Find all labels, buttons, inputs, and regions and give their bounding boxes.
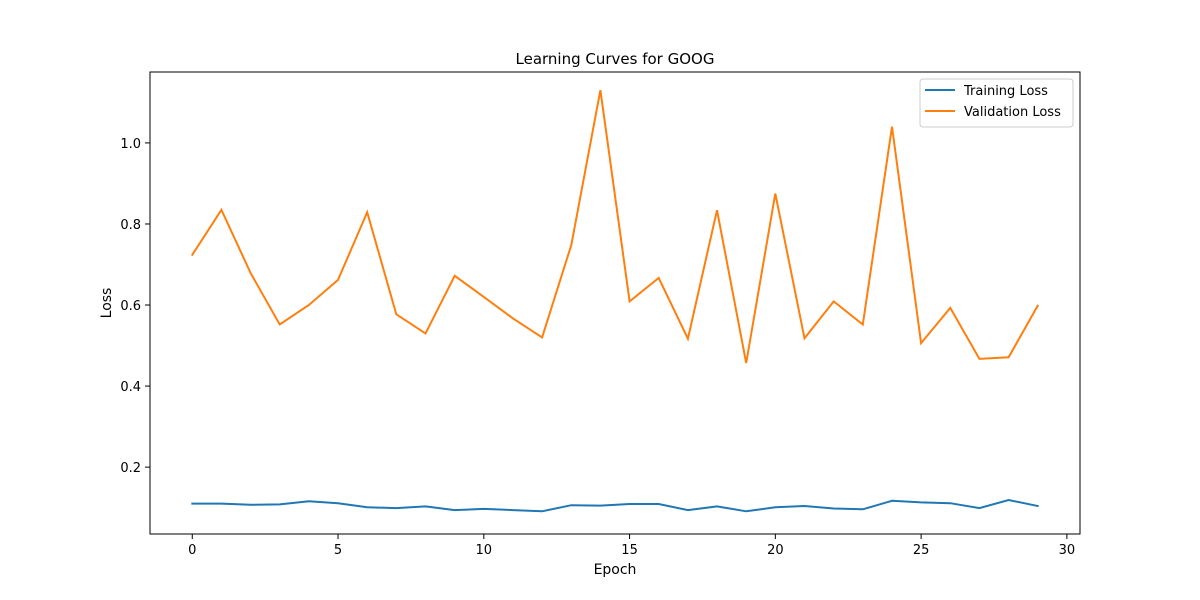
y-tick-label: 0.6 [120,299,141,314]
x-tick-label: 30 [1059,543,1076,558]
data-point-validation-loss [191,254,193,256]
data-point-training-loss [454,509,456,511]
x-tick-label: 10 [476,543,493,558]
data-point-training-loss [1008,499,1010,501]
data-point-validation-loss [570,244,572,246]
data-point-validation-loss [920,342,922,344]
data-point-validation-loss [833,300,835,302]
data-point-validation-loss [425,332,427,334]
x-axis-ticks: 0 5 10 15 20 25 30 [188,534,1075,558]
data-point-training-loss [483,508,485,510]
data-point-training-loss [599,505,601,507]
data-point-validation-loss [949,307,951,309]
data-point-validation-loss [658,277,660,279]
data-point-validation-loss [599,89,601,91]
data-point-training-loss [862,508,864,510]
data-point-training-loss [629,503,631,505]
data-point-training-loss [920,501,922,503]
legend-box [919,78,1074,128]
data-point-training-loss [279,503,281,505]
data-point-training-loss [745,510,747,512]
legend: Training Loss Validation Loss [919,78,1074,128]
data-point-validation-loss [483,296,485,298]
data-point-training-loss [774,506,776,508]
data-point-validation-loss [337,279,339,281]
data-point-validation-loss [891,126,893,128]
data-point-validation-loss [220,209,222,211]
data-point-validation-loss [774,193,776,195]
data-point-training-loss [687,509,689,511]
data-point-validation-loss [454,275,456,277]
data-point-training-loss [949,502,951,504]
x-axis-label: Epoch [594,562,637,578]
data-point-training-loss [541,510,543,512]
data-point-validation-loss [308,304,310,306]
data-point-training-loss [891,500,893,502]
legend-label-training-loss: Training Loss [963,84,1048,99]
data-point-training-loss [716,505,718,507]
data-point-validation-loss [862,324,864,326]
data-point-training-loss [395,507,397,509]
x-tick-label: 25 [913,543,930,558]
y-tick-label: 1.0 [120,137,141,152]
data-point-training-loss [833,508,835,510]
data-point-training-loss [337,502,339,504]
data-point-validation-loss [366,211,368,213]
x-tick-label: 0 [188,543,196,558]
data-point-training-loss [191,503,193,505]
data-point-validation-loss [1008,356,1010,358]
data-point-training-loss [978,507,980,509]
data-point-validation-loss [395,313,397,315]
legend-label-validation-loss: Validation Loss [964,105,1061,120]
x-tick-label: 20 [767,543,784,558]
data-point-validation-loss [1037,305,1039,307]
chart-title: Learning Curves for GOOG [516,50,715,68]
series-line-validation-loss [190,90,1040,364]
y-tick-label: 0.2 [120,461,141,476]
data-point-training-loss [570,504,572,506]
x-tick-label: 15 [621,543,638,558]
data-point-validation-loss [279,324,281,326]
data-point-training-loss [658,503,660,505]
data-point-validation-loss [745,362,747,364]
data-point-training-loss [512,509,514,511]
data-point-validation-loss [629,300,631,302]
data-point-training-loss [425,505,427,507]
data-point-validation-loss [804,337,806,339]
data-point-validation-loss [512,317,514,319]
data-point-training-loss [220,503,222,505]
series-layer [190,89,1040,513]
y-axis-label: Loss [99,288,115,319]
y-axis-ticks: 0.2 0.4 0.6 0.8 1.0 [120,137,150,476]
data-point-validation-loss [687,338,689,340]
data-point-training-loss [366,506,368,508]
y-tick-label: 0.8 [120,218,141,233]
x-tick-label: 5 [334,543,342,558]
data-point-training-loss [250,504,252,506]
data-point-training-loss [804,505,806,507]
y-tick-label: 0.4 [120,380,141,395]
data-point-validation-loss [716,209,718,211]
data-point-validation-loss [250,272,252,274]
data-point-training-loss [1037,505,1039,507]
data-point-training-loss [308,500,310,502]
data-point-validation-loss [978,358,980,360]
plot-area-frame [149,71,1081,535]
series-line-training-loss [191,498,1039,513]
data-point-validation-loss [541,336,543,338]
